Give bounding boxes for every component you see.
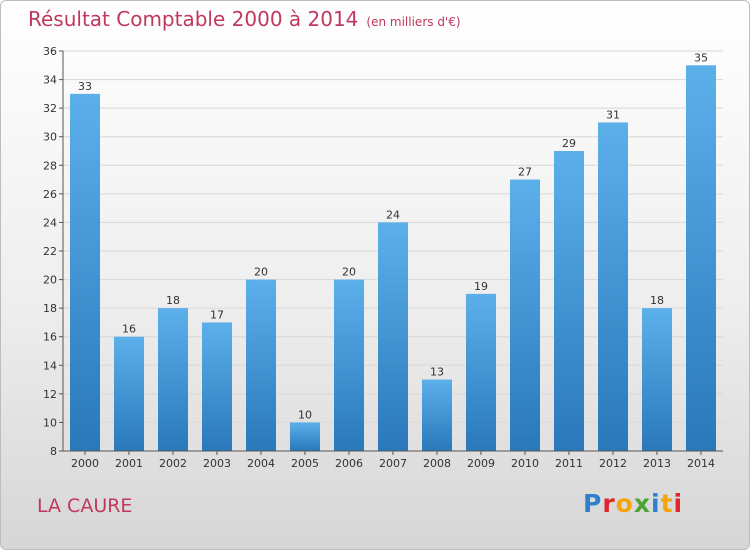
- x-tick-label: 2005: [291, 457, 319, 470]
- y-tick-label: 22: [43, 245, 57, 258]
- x-tick-label: 2013: [643, 457, 671, 470]
- bar-2001: [114, 336, 144, 451]
- data-label: 33: [78, 80, 92, 93]
- data-label: 20: [254, 266, 268, 279]
- chart-subtitle: (en milliers d'€): [366, 15, 461, 29]
- y-tick-label: 20: [43, 274, 57, 287]
- y-tick-label: 24: [43, 216, 57, 229]
- bar-2009: [466, 293, 496, 451]
- chart-title-block: Résultat Comptable 2000 à 2014 (en millie…: [28, 7, 461, 31]
- data-label: 27: [518, 166, 532, 179]
- bar-2000: [70, 93, 100, 451]
- y-tick-label: 14: [43, 359, 57, 372]
- data-label: 24: [386, 208, 400, 221]
- proxiti-logo: Proxiti: [583, 489, 684, 518]
- x-tick-label: 2001: [115, 457, 143, 470]
- data-label: 35: [694, 51, 708, 64]
- bar-2010: [510, 179, 540, 452]
- data-label: 16: [122, 323, 136, 336]
- data-label: 10: [298, 408, 312, 421]
- bar-2013: [642, 308, 672, 451]
- data-label: 31: [606, 108, 620, 121]
- data-label: 18: [650, 294, 664, 307]
- x-tick-label: 2014: [687, 457, 715, 470]
- bar-2005: [290, 422, 320, 451]
- y-tick-label: 16: [43, 331, 57, 344]
- x-tick-label: 2007: [379, 457, 407, 470]
- x-tick-label: 2008: [423, 457, 451, 470]
- chart-title: Résultat Comptable 2000 à 2014: [28, 7, 359, 31]
- y-tick-label: 32: [43, 102, 57, 115]
- x-tick-label: 2010: [511, 457, 539, 470]
- y-tick-label: 12: [43, 388, 57, 401]
- x-tick-label: 2002: [159, 457, 187, 470]
- x-tick-label: 2011: [555, 457, 583, 470]
- y-tick-label: 36: [43, 45, 57, 58]
- y-tick-label: 10: [43, 416, 57, 429]
- y-tick-label: 18: [43, 302, 57, 315]
- data-label: 18: [166, 294, 180, 307]
- y-tick-label: 26: [43, 188, 57, 201]
- y-tick-label: 8: [50, 445, 57, 458]
- x-tick-label: 2009: [467, 457, 495, 470]
- bar-2012: [598, 122, 628, 451]
- x-tick-label: 2000: [71, 457, 99, 470]
- data-label: 29: [562, 137, 576, 150]
- x-tick-label: 2006: [335, 457, 363, 470]
- bar-2007: [378, 222, 408, 451]
- y-tick-label: 34: [43, 74, 57, 87]
- bar-2002: [158, 308, 188, 451]
- data-label: 17: [210, 308, 224, 321]
- bar-2003: [202, 322, 232, 451]
- data-label: 13: [430, 366, 444, 379]
- y-tick-label: 28: [43, 159, 57, 172]
- bar-2006: [334, 279, 364, 451]
- bar-2004: [246, 279, 276, 451]
- x-tick-label: 2012: [599, 457, 627, 470]
- x-tick-label: 2004: [247, 457, 275, 470]
- bar-2014: [686, 65, 716, 452]
- x-tick-label: 2003: [203, 457, 231, 470]
- data-label: 20: [342, 266, 356, 279]
- commune-name: LA CAURE: [37, 495, 133, 517]
- y-tick-label: 30: [43, 131, 57, 144]
- data-label: 19: [474, 280, 488, 293]
- bar-2011: [554, 151, 584, 451]
- bar-2008: [422, 379, 452, 451]
